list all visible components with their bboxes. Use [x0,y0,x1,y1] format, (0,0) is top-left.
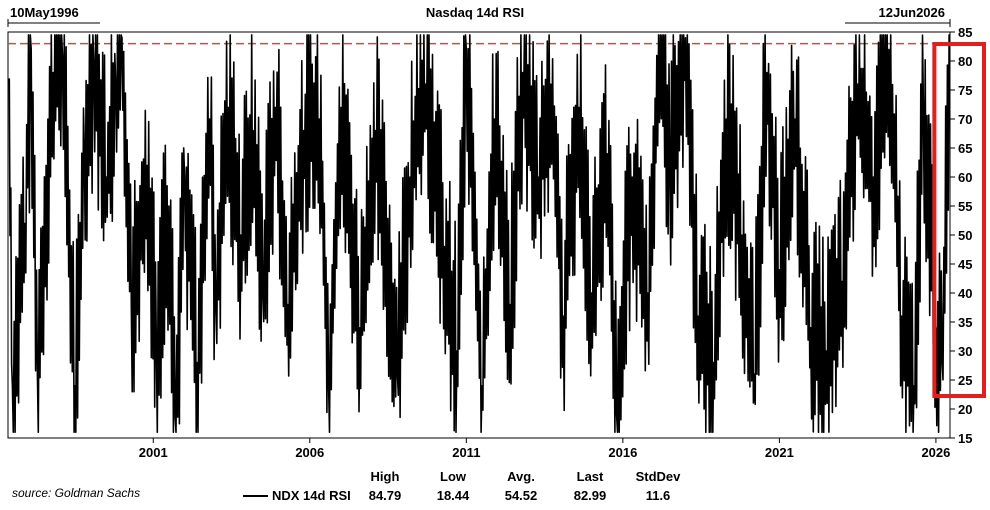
series-layer [8,34,951,433]
stat-value-low: 18.44 [437,488,470,503]
y-tick-label-75: 75 [958,83,972,98]
x-tick-label-2011: 2011 [452,445,480,460]
y-tick-label-50: 50 [958,228,972,243]
stats-table: High Low Avg. Last StdDev NDX 14d RSI 84… [243,469,681,503]
chart-title: Nasdaq 14d RSI [426,5,524,20]
x-tick-label-2016: 2016 [608,445,637,460]
x-tick-label-2001: 2001 [139,445,168,460]
source-note: source: Goldman Sachs [12,486,141,500]
y-tick-label-70: 70 [958,112,972,127]
stat-header-low: Low [440,469,467,484]
x-tick-label-2026: 2026 [921,445,950,460]
y-axis: 15 20 25 30 35 40 45 50 55 60 65 70 75 80 85 [950,25,972,446]
y-tick-label-20: 20 [958,402,972,417]
stat-header-stddev: StdDev [636,469,682,484]
legend-series-name: NDX 14d RSI [272,488,351,503]
x-axis: 2001 2006 2011 2016 2021 2026 [139,438,950,460]
stat-value-high: 84.79 [369,488,402,503]
x-tick-label-2006: 2006 [295,445,324,460]
start-date-label: 10May1996 [10,5,79,20]
y-tick-label-40: 40 [958,286,972,301]
stat-value-avg: 54.52 [505,488,538,503]
y-tick-label-15: 15 [958,431,972,446]
stat-header-high: High [371,469,400,484]
y-tick-label-65: 65 [958,141,972,156]
stat-value-stddev: 11.6 [646,488,671,503]
y-tick-label-35: 35 [958,315,972,330]
y-tick-label-55: 55 [958,199,972,214]
y-tick-label-80: 80 [958,54,972,69]
y-tick-label-85: 85 [958,25,972,40]
stat-header-avg: Avg. [507,469,535,484]
y-tick-label-25: 25 [958,373,972,388]
y-tick-label-45: 45 [958,257,972,272]
highlight-box [932,42,987,398]
y-tick-label-30: 30 [958,344,972,359]
end-date-label: 12Jun2026 [879,5,946,20]
stat-header-last: Last [577,469,604,484]
x-tick-label-2021: 2021 [765,445,794,460]
series-line-0 [8,34,951,433]
stat-value-last: 82.99 [574,488,607,503]
y-tick-label-60: 60 [958,170,972,185]
